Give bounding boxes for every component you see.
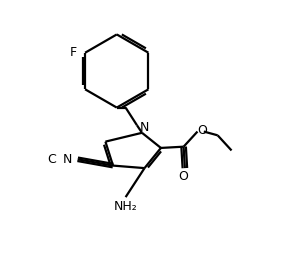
Text: N: N — [62, 152, 72, 165]
Text: O: O — [179, 169, 189, 182]
Text: N: N — [140, 121, 149, 133]
Text: F: F — [69, 46, 77, 59]
Text: C: C — [47, 152, 56, 165]
Text: NH₂: NH₂ — [114, 200, 137, 213]
Text: O: O — [197, 123, 207, 136]
